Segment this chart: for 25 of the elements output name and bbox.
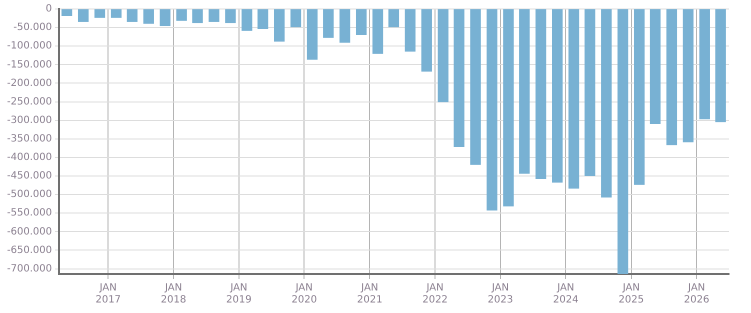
x-tick-label: JAN 2024 xyxy=(553,282,578,306)
y-tick-label: -400.000 xyxy=(6,152,52,164)
y-tick-label: -450.000 xyxy=(6,170,52,182)
x-tick-label: JAN 2019 xyxy=(226,282,252,306)
x-tick-label: JAN 2020 xyxy=(291,282,317,306)
y-tick-label: -150.000 xyxy=(6,59,52,70)
y-tick-label: -550.000 xyxy=(6,208,52,219)
x-tick-label: JAN 2026 xyxy=(684,282,710,306)
y-tick-label: -50.000 xyxy=(13,22,52,34)
y-tick-label: 0 xyxy=(46,4,52,15)
y-tick-label: -500.000 xyxy=(6,189,52,200)
x-tick-label: JAN 2018 xyxy=(160,282,186,306)
x-tick-label: JAN 2022 xyxy=(422,282,448,306)
y-tick-label: -650.000 xyxy=(6,244,52,256)
y-tick-label: -350.000 xyxy=(6,133,52,144)
x-tick-label: JAN 2017 xyxy=(95,282,121,306)
x-tick-label: JAN 2023 xyxy=(488,282,514,306)
x-tick-label: JAN 2021 xyxy=(357,282,382,306)
y-tick-label: -100.000 xyxy=(6,40,52,52)
y-tick-label: -250.000 xyxy=(6,96,52,108)
y-tick-label: -600.000 xyxy=(6,226,52,238)
y-tick-label: -200.000 xyxy=(6,78,52,89)
y-tick-label: -700.000 xyxy=(6,263,52,274)
x-tick-label: JAN 2025 xyxy=(618,282,644,306)
y-tick-label: -300.000 xyxy=(6,114,52,126)
